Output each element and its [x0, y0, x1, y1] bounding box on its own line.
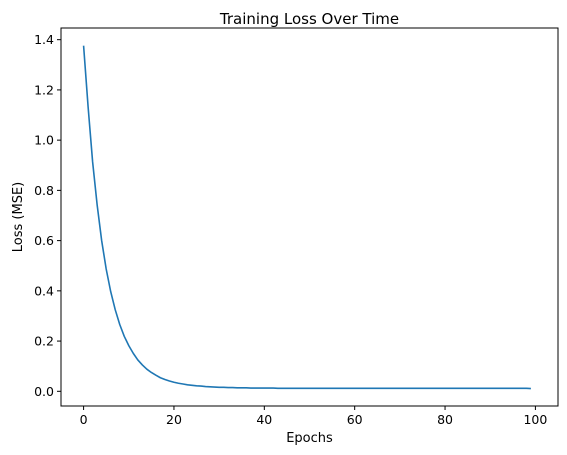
x-tick-label: 0 — [80, 412, 88, 427]
y-tick-label: 1.0 — [34, 133, 54, 148]
y-axis: 0.0 0.2 0.4 0.6 0.8 1.0 1.2 1.4 — [34, 32, 61, 399]
y-tick-label: 1.2 — [34, 82, 54, 97]
x-tick-label: 60 — [347, 412, 363, 427]
plot-area — [82, 45, 531, 390]
y-axis-label: Loss (MSE) — [11, 182, 26, 252]
loss-series-line — [82, 45, 531, 390]
chart-title: Training Loss Over Time — [219, 10, 399, 28]
y-tick-label: 0.6 — [34, 233, 54, 248]
x-tick-label: 40 — [256, 412, 272, 427]
x-tick-label: 20 — [166, 412, 182, 427]
y-tick-label: 0.8 — [34, 183, 54, 198]
y-tick-label: 0.2 — [34, 334, 54, 349]
x-axis-label: Epochs — [286, 431, 333, 446]
y-tick-label: 1.4 — [34, 32, 54, 47]
y-tick-label: 0.0 — [34, 384, 54, 399]
y-tick-label: 0.4 — [34, 283, 54, 298]
plot-frame — [60, 27, 559, 407]
x-axis: 0 20 40 60 80 100 — [80, 406, 547, 427]
x-tick-label: 100 — [523, 412, 547, 427]
x-tick-label: 80 — [437, 412, 453, 427]
